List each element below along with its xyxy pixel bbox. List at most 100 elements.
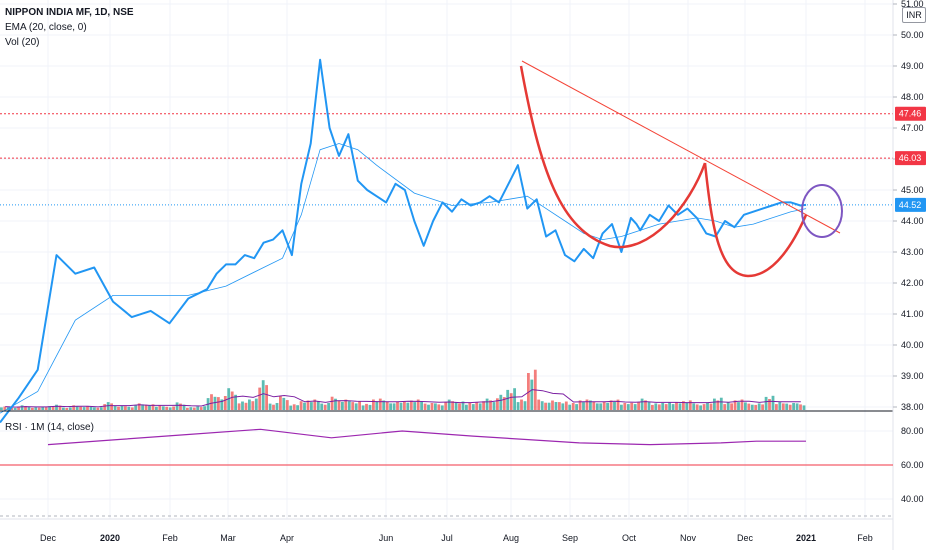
volume-bar xyxy=(217,397,220,410)
rsi-tick-label: 40.00 xyxy=(901,494,924,504)
volume-bar xyxy=(385,402,389,410)
volume-bar xyxy=(396,401,399,410)
volume-bar xyxy=(186,407,189,410)
volume-bar xyxy=(110,403,113,410)
time-tick-label: Aug xyxy=(503,533,519,543)
volume-bar xyxy=(750,404,754,410)
price-tick-label: 42.00 xyxy=(901,278,924,288)
svg-text:47.46: 47.46 xyxy=(899,109,922,119)
volume-bar xyxy=(241,401,244,410)
time-tick-label: Feb xyxy=(857,533,873,543)
volume-bar xyxy=(306,400,310,410)
volume-bar xyxy=(451,401,454,410)
volume-bar xyxy=(261,380,265,410)
volume-bar xyxy=(358,401,361,410)
ema-legend[interactable]: EMA (20, close, 0) xyxy=(5,22,87,33)
volume-bar xyxy=(68,407,72,410)
volume-bar xyxy=(365,403,368,410)
symbol-title[interactable]: NIPPON INDIA MF, 1D, NSE xyxy=(5,7,134,18)
volume-bar xyxy=(320,403,324,410)
price-line xyxy=(0,58,807,424)
volume-bar xyxy=(471,404,475,410)
rsi-axis[interactable]: 80.00 60.00 40.00 xyxy=(901,426,924,504)
volume-bar xyxy=(516,402,520,410)
volume-bar xyxy=(737,402,740,410)
volume-bar xyxy=(344,399,348,410)
volume-bar xyxy=(327,403,330,410)
volume-bar xyxy=(554,402,558,410)
volume-bar xyxy=(27,406,31,410)
volume-bar xyxy=(620,404,623,410)
volume-bar xyxy=(468,403,472,410)
volume-bar xyxy=(117,406,120,410)
volume-bar xyxy=(399,402,403,410)
volume-bar xyxy=(764,396,768,410)
volume-bar xyxy=(699,405,702,410)
volume-bar xyxy=(161,406,165,410)
price-axis[interactable]: 51.0050.0049.0048.0047.0046.0045.0044.00… xyxy=(893,0,924,412)
volume-bar xyxy=(389,403,392,410)
volume-bar xyxy=(127,406,131,410)
volume-bar xyxy=(637,402,640,410)
volume-bar xyxy=(802,405,806,410)
volume-bar xyxy=(496,398,499,410)
volume-bar xyxy=(513,388,516,410)
volume-bar xyxy=(62,407,65,410)
volume-bar xyxy=(65,408,69,410)
volume-bar xyxy=(251,401,255,410)
trendline[interactable] xyxy=(521,60,841,234)
volume-bar xyxy=(675,402,678,410)
volume-legend[interactable]: Vol (20) xyxy=(5,37,40,48)
volume-bar xyxy=(89,406,93,410)
volume-bar xyxy=(568,404,572,410)
volume-bar xyxy=(530,379,534,410)
volume-bar xyxy=(434,403,437,410)
volume-bar xyxy=(151,404,155,410)
volume-bar xyxy=(613,401,616,410)
volume-bar xyxy=(258,387,262,410)
time-tick-label: Oct xyxy=(622,533,637,543)
volume-bar xyxy=(86,406,89,410)
time-tick-label: Apr xyxy=(280,533,294,543)
cup-pattern-left[interactable] xyxy=(519,65,707,249)
volume-bar xyxy=(289,405,293,410)
time-axis[interactable]: Dec 2020 Feb Mar Apr Jun Jul Aug Sep Oct Nov Dec 202… xyxy=(40,533,873,543)
volume-bar xyxy=(375,401,379,410)
volume-bar xyxy=(682,401,685,410)
target-circle[interactable] xyxy=(801,184,843,238)
volume-bar xyxy=(726,402,730,410)
time-tick-label: 2020 xyxy=(100,533,120,543)
volume-bar xyxy=(551,400,554,410)
volume-bar xyxy=(427,404,430,410)
price-tick-label: 51.00 xyxy=(901,0,924,9)
volume-bar xyxy=(220,399,224,410)
cup-pattern-right[interactable] xyxy=(703,162,808,278)
volume-bar xyxy=(292,404,296,410)
volume-bar xyxy=(668,402,671,410)
level-tag: 46.03 xyxy=(895,151,926,166)
currency-button[interactable]: INR xyxy=(902,7,926,23)
volume-bar xyxy=(744,402,747,410)
volume-bar xyxy=(609,400,613,410)
volume-bar xyxy=(179,403,182,410)
volume-bar xyxy=(730,403,733,410)
volume-bar xyxy=(416,399,420,410)
volume-bar xyxy=(323,404,327,410)
volume-bar xyxy=(213,396,217,410)
volume-bar xyxy=(454,402,458,410)
volume-bar xyxy=(792,403,795,410)
volume-bar xyxy=(664,404,668,410)
price-tick-label: 45.00 xyxy=(901,185,924,195)
volume-bar xyxy=(709,403,713,410)
volume-bar xyxy=(644,400,647,410)
rsi-legend[interactable]: RSI · 1M (14, close) xyxy=(5,422,94,433)
volume-bar xyxy=(540,401,544,410)
volume-bar xyxy=(657,404,661,410)
volume-bar xyxy=(223,396,227,410)
volume-bar xyxy=(165,406,169,410)
volume-bar xyxy=(10,407,14,410)
volume-bar xyxy=(547,402,551,410)
volume-bar xyxy=(478,403,482,410)
volume-bar xyxy=(692,403,696,410)
